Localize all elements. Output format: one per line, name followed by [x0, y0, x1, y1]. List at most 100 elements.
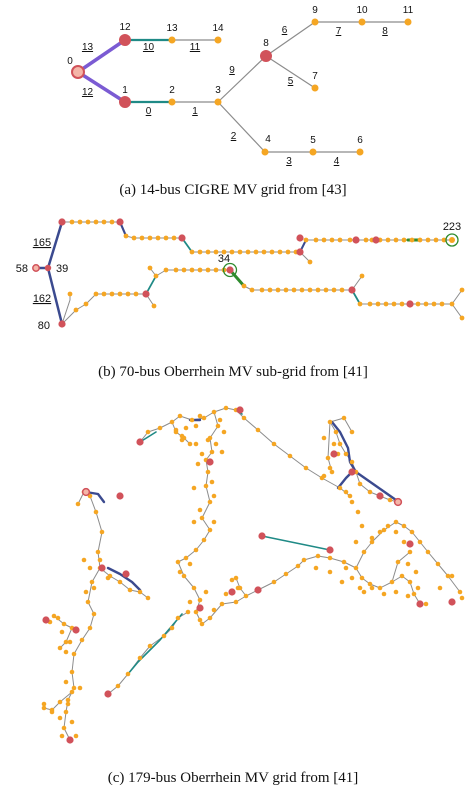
bus-node-c-91 — [161, 633, 167, 639]
bus-node-c-88 — [301, 557, 307, 563]
bus-node-b-69 — [249, 287, 255, 293]
bus-node-c-49 — [117, 579, 123, 585]
bus-node-b-14 — [171, 235, 177, 241]
bus-node-c-19 — [205, 469, 211, 475]
bus-node-b-89 — [415, 301, 421, 307]
bus-node-c-183 — [49, 709, 55, 715]
big-bus-node-b-9 — [406, 300, 414, 308]
big-bus-node-b-0 — [58, 218, 66, 226]
bus-node-c-158 — [211, 493, 217, 499]
bus-node-c-211 — [381, 591, 387, 597]
node-label-6: 6 — [357, 135, 363, 146]
bus-node-c-5 — [189, 417, 195, 423]
grid-line-17 — [327, 421, 333, 473]
edge-label-162: 162 — [33, 293, 51, 305]
bus-node-b-20 — [221, 249, 227, 255]
bus-node-c-80 — [207, 615, 213, 621]
node-label-10: 10 — [356, 5, 368, 16]
big-bus-node-b-1 — [116, 218, 124, 226]
bus-node-c-27 — [183, 555, 189, 561]
bus-node-c-22 — [199, 515, 205, 521]
bus-node-39 — [44, 264, 52, 272]
bus-node-b-45 — [417, 237, 423, 243]
bus-node-b-46 — [425, 237, 431, 243]
bus-node-c-23 — [207, 527, 213, 533]
bus-node-223 — [449, 237, 455, 243]
bus-node-c-153 — [221, 429, 227, 435]
bus-node-c-224 — [179, 437, 185, 443]
bus-node-c-170 — [229, 577, 235, 583]
edge-label-2: 2 — [231, 131, 237, 142]
bus-node-c-151 — [197, 413, 203, 419]
bus-node-c-86 — [283, 571, 289, 577]
bus-node-b-12 — [155, 235, 161, 241]
bus-node-c-214 — [343, 565, 349, 571]
big-bus-node-c-18 — [406, 540, 414, 548]
line-39-80 — [46, 266, 64, 326]
bus-node-c-143 — [407, 549, 413, 555]
bus-node-c-29 — [181, 573, 187, 579]
bus-node-c-4 — [177, 413, 183, 419]
bus-node-c-184 — [57, 715, 63, 721]
bus-node-c-150 — [193, 423, 199, 429]
slack-bus-node-c-1 — [81, 487, 91, 497]
edge-label-1: 1 — [192, 106, 198, 117]
highlight-navy-4 — [106, 566, 142, 592]
grid-line-11 — [195, 559, 305, 625]
oberrhein-179-bus-diagram — [41, 405, 465, 744]
bus-node-c-38 — [303, 465, 309, 471]
node-label-7: 7 — [312, 71, 318, 82]
bus-node-c-219 — [357, 585, 363, 591]
bus-node-c-157 — [209, 479, 215, 485]
bus-node-b-32 — [313, 237, 319, 243]
edge-label-3: 3 — [286, 156, 292, 167]
bus-node-c-58 — [91, 611, 97, 617]
bus-node-7 — [311, 84, 319, 92]
bus-node-c-204 — [393, 529, 399, 535]
bus-node-c-171 — [81, 557, 87, 563]
bus-node-c-133 — [393, 519, 399, 525]
bus-node-b-78 — [323, 287, 329, 293]
big-bus-node-c-11 — [104, 690, 112, 698]
bus-node-c-66 — [61, 725, 67, 731]
bus-node-b-59 — [163, 267, 169, 273]
node-label-8: 8 — [263, 38, 269, 49]
bus-node-13 — [168, 36, 176, 44]
bus-node-c-125 — [349, 429, 355, 435]
bus-node-c-162 — [187, 561, 193, 567]
bus-node-b-19 — [213, 249, 219, 255]
bus-node-b-95 — [67, 291, 73, 297]
bus-node-b-65 — [213, 267, 219, 273]
bus-node-c-93 — [137, 655, 143, 661]
bus-node-b-83 — [367, 301, 373, 307]
bus-node-c-221 — [437, 585, 443, 591]
bus-node-c-194 — [327, 465, 333, 471]
bus-node-c-17 — [209, 449, 215, 455]
bus-node-c-101 — [327, 555, 333, 561]
bus-node-b-86 — [391, 301, 397, 307]
bus-node-c-119 — [367, 489, 373, 495]
bus-node-b-99 — [359, 273, 365, 279]
bus-node-c-220 — [423, 601, 429, 607]
bus-node-c-200 — [353, 539, 359, 545]
bus-node-b-21 — [229, 249, 235, 255]
bus-node-b-11 — [147, 235, 153, 241]
node-label-1: 1 — [122, 85, 128, 96]
bus-node-c-152 — [217, 417, 223, 423]
grid-line-7 — [63, 567, 101, 741]
bus-node-b-82 — [357, 301, 363, 307]
big-bus-node-c-3 — [236, 406, 244, 414]
panel-a: 13 12 10 11 0 1 2 3 4 9 5 6 7 8 0 1 2 3 4 5 6 7 8 9 10 11 12 13 14 — [0, 0, 466, 180]
bus-node-c-20 — [203, 483, 209, 489]
bus-node-c-81 — [219, 601, 225, 607]
bus-node-b-93 — [449, 301, 455, 307]
bus-node-c-139 — [445, 573, 451, 579]
bus-node-c-21 — [207, 499, 213, 505]
bus-node-b-85 — [383, 301, 389, 307]
bus-node-c-167 — [211, 607, 217, 613]
oberrhein-70-bus-diagram: 58 39 80 34 223 165 162 — [16, 218, 465, 332]
bus-node-c-1 — [145, 429, 151, 435]
bus-node-c-6 — [201, 415, 207, 421]
big-bus-node-b-3 — [296, 248, 304, 256]
bus-node-b-13 — [163, 235, 169, 241]
